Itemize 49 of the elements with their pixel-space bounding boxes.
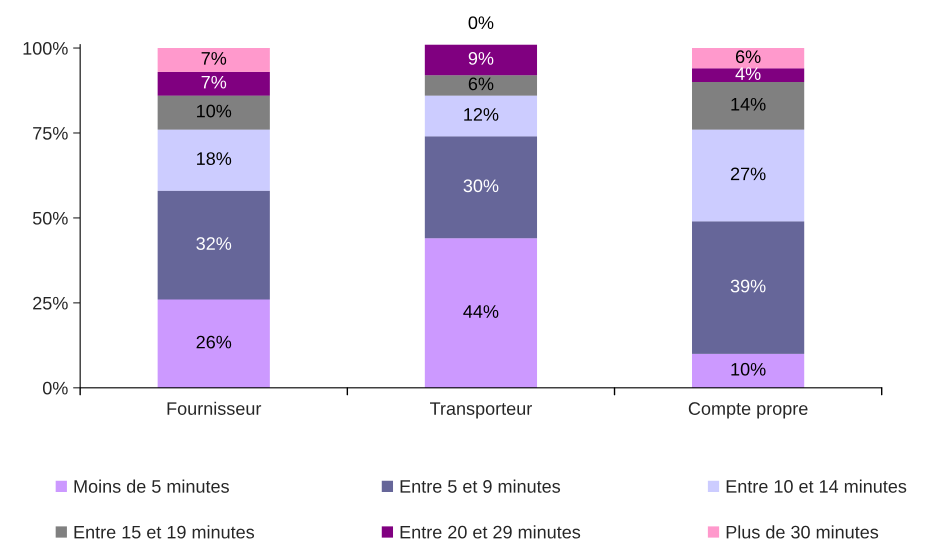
data-label: 10%: [731, 362, 766, 376]
x-tick-label: Fournisseur: [168, 402, 262, 415]
data-label: 7%: [202, 52, 226, 65]
data-label: 10%: [197, 104, 232, 118]
data-label: 12%: [464, 108, 498, 121]
data-label: 6%: [468, 77, 494, 90]
bar: [424, 96, 538, 136]
bar: [424, 75, 538, 96]
bar: [158, 299, 270, 388]
data-label: 6%: [736, 50, 761, 64]
bar: [158, 130, 270, 191]
legend-label: Entre 15 et 19 minutes: [74, 525, 254, 539]
data-label: 7%: [202, 76, 226, 88]
bar: [424, 238, 538, 388]
data-label: 0%: [468, 16, 494, 30]
bar: [158, 96, 270, 130]
bar: [692, 130, 804, 222]
bar: [692, 354, 804, 388]
legend-label: Entre 20 et 29 minutes: [400, 525, 580, 539]
bar: [158, 48, 270, 72]
bar: [692, 82, 804, 130]
bar: [424, 136, 538, 238]
data-label: 27%: [730, 168, 766, 180]
bar: [692, 68, 804, 82]
legend-label: Entre 10 et 14 minutes: [726, 480, 906, 493]
legend-label: Entre 5 et 9 minutes: [400, 480, 560, 493]
data-label: 18%: [197, 152, 232, 166]
y-tick-label: 0%: [42, 382, 68, 395]
bar: [158, 190, 270, 300]
data-label: 26%: [196, 336, 232, 348]
y-tick-label: 100%: [24, 42, 68, 55]
data-label: 44%: [463, 305, 498, 318]
bar: [424, 44, 538, 76]
data-label: 9%: [468, 52, 494, 65]
bar: [692, 221, 804, 354]
y-tick-label: 50%: [32, 212, 68, 225]
legend-label: Moins de 5 minutes: [74, 480, 229, 493]
data-label: 30%: [464, 179, 498, 192]
data-label: 32%: [196, 237, 232, 250]
bar: [158, 72, 270, 96]
bar: [692, 48, 804, 68]
y-tick-label: 75%: [33, 126, 68, 140]
data-label: 4%: [735, 67, 761, 80]
data-label: 39%: [730, 280, 766, 292]
x-tick-label: Transporteur: [430, 402, 532, 419]
legend-label: Plus de 30 minutes: [726, 525, 878, 539]
data-label: 14%: [731, 98, 766, 111]
y-tick-label: 25%: [33, 296, 68, 310]
x-tick-label: Compte propre: [688, 402, 808, 419]
